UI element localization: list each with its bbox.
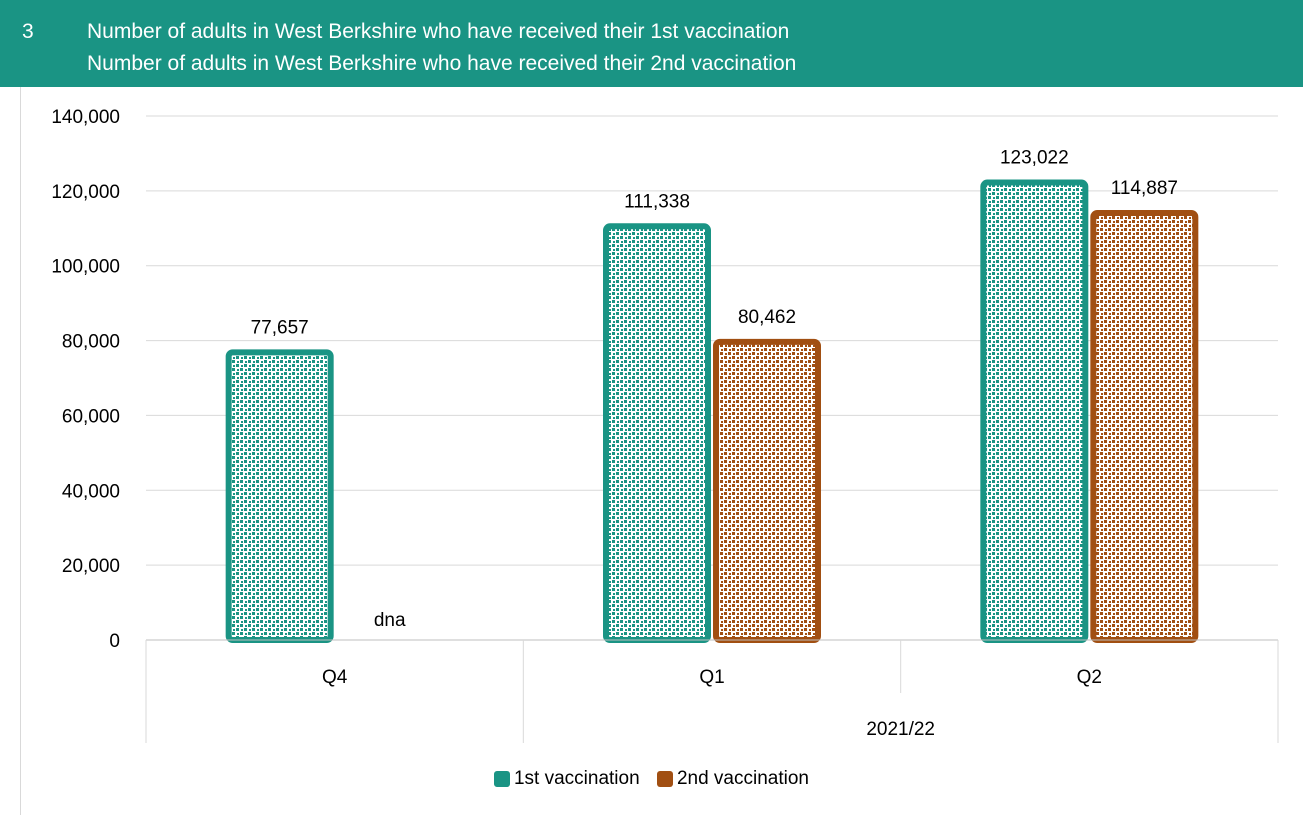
- data-label: 77,657: [251, 317, 309, 338]
- bar: [225, 349, 334, 643]
- x-tick-label: Q4: [322, 667, 348, 688]
- data-label: 80,462: [738, 307, 796, 328]
- legend-swatch-1st: [493, 771, 510, 787]
- y-tick-label: 80,000: [62, 332, 120, 353]
- x-tick-label: Q1: [699, 667, 724, 688]
- legend-item-1st: 1st vaccination: [493, 768, 640, 790]
- data-label: dna: [374, 610, 406, 631]
- bar: [603, 223, 711, 643]
- legend-item-2nd: 2nd vaccination: [656, 768, 809, 790]
- bar: [713, 338, 821, 643]
- bar: [980, 179, 1089, 643]
- y-tick-label: 0: [109, 631, 120, 652]
- legend: 1st vaccination 2nd vaccination: [0, 768, 1303, 793]
- data-label: 123,022: [1000, 148, 1069, 169]
- y-tick-label: 140,000: [51, 107, 120, 128]
- y-tick-label: 60,000: [62, 406, 120, 427]
- x-tick-label: Q2: [1077, 667, 1102, 688]
- y-tick-label: 120,000: [51, 182, 120, 203]
- bar: [1090, 209, 1199, 643]
- x-group-label: 2021/22: [866, 719, 935, 740]
- chart-number: 3: [22, 20, 34, 43]
- legend-label-2nd: 2nd vaccination: [676, 768, 809, 789]
- data-label: 114,887: [1111, 178, 1178, 199]
- y-tick-label: 40,000: [62, 481, 120, 502]
- y-tick-label: 20,000: [62, 556, 120, 577]
- legend-label-1st: 1st vaccination: [513, 768, 640, 789]
- chart-title-line-1: Number of adults in West Berkshire who h…: [87, 20, 790, 43]
- frame-rule: [20, 87, 21, 815]
- y-tick-label: 100,000: [51, 257, 120, 278]
- data-label: 111,338: [624, 191, 690, 212]
- chart-title-line-2: Number of adults in West Berkshire who h…: [87, 52, 797, 75]
- legend-swatch-2nd: [656, 771, 673, 787]
- chart-header: 3 Number of adults in West Berkshire who…: [0, 0, 1303, 87]
